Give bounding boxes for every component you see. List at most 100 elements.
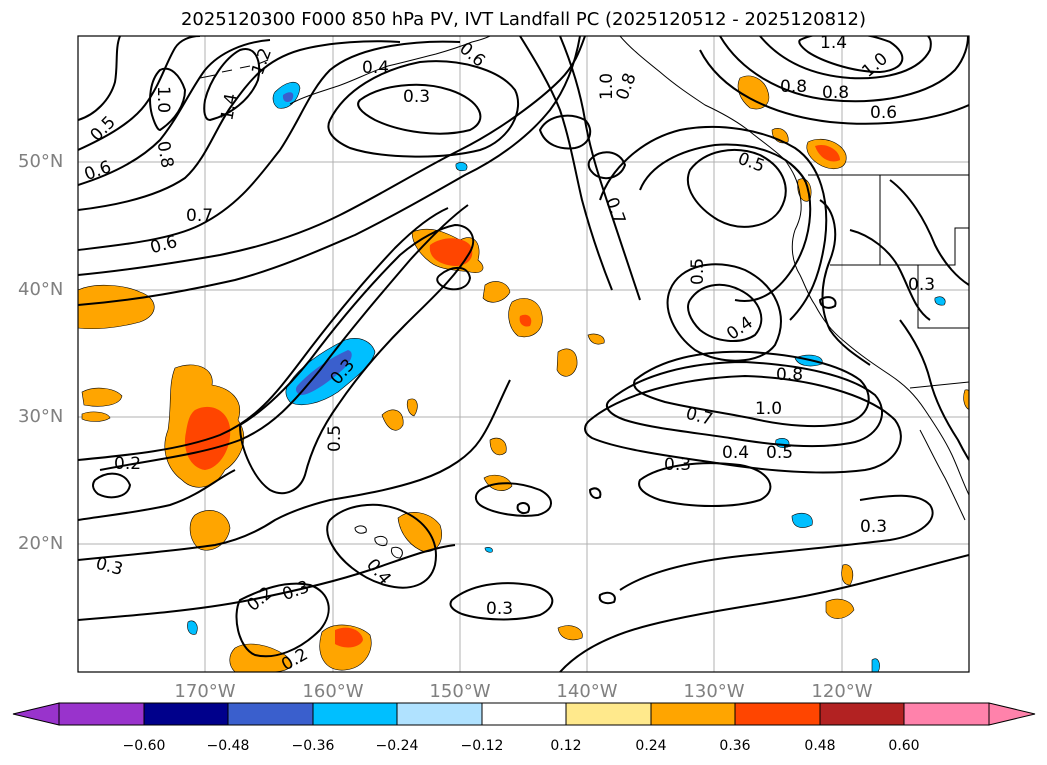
- contour-jet-1: [78, 36, 586, 276]
- contour-label: 1.4: [217, 92, 241, 122]
- contour-jet-2: [78, 36, 581, 306]
- lon-label-140w: 140°W: [556, 681, 618, 702]
- contour-southeast-3: [638, 462, 772, 507]
- contour-south-5: [474, 482, 552, 517]
- contour-west-small-2: [436, 266, 472, 291]
- contour-label: 1.0: [153, 86, 173, 113]
- contour-offshore-1: [687, 149, 787, 228]
- colorbar-extend-high: [988, 702, 1036, 726]
- fill-central-e: [587, 333, 605, 345]
- contour-northeast-2: [719, 36, 969, 103]
- colorbar-tick-label: 0.12: [550, 738, 582, 754]
- fill-socal: [963, 389, 969, 410]
- coast-hawaii-1: [354, 525, 367, 534]
- contour-north-arc-1: [559, 36, 641, 301]
- colorbar-tick-label: 0.24: [635, 738, 667, 754]
- fill-neg-small1: [455, 162, 468, 172]
- fill-west-tiny: [81, 411, 111, 422]
- contour-label: 0.4: [362, 58, 389, 78]
- contour-central-ridge: [99, 204, 469, 471]
- fill-south-c-core: [335, 627, 363, 648]
- colorbar-bin: [481, 702, 567, 726]
- fill-mid-c: [406, 398, 418, 417]
- colorbar-tick-label: 0.36: [719, 738, 751, 754]
- contour-ar-core-2: [606, 360, 884, 448]
- contour-gulf-0.3: [357, 83, 482, 135]
- contour-aleutian-5: [78, 36, 121, 121]
- contour-west-small-1: [92, 472, 132, 499]
- fill-central-d: [556, 348, 578, 377]
- contour-subtropical-1: [78, 469, 236, 521]
- contour-gulf-0.6: [327, 60, 520, 158]
- contour-southeast-2: [619, 494, 934, 591]
- contour-label: 0.6: [148, 232, 179, 258]
- fill-south-a: [189, 510, 231, 551]
- lat-label-20n: 20°N: [18, 533, 64, 554]
- colorbar-tick-label: −0.48: [206, 738, 250, 754]
- lon-label-150w: 150°W: [429, 681, 491, 702]
- lon-label-120w: 120°W: [811, 681, 873, 702]
- colorbar-bin: [58, 702, 145, 726]
- fill-bc-coast-core: [815, 144, 840, 162]
- colorbar-bin: [396, 702, 483, 726]
- contour-label: 0.7: [186, 206, 213, 226]
- contour-low-pressure: [687, 283, 763, 342]
- contour-label: 0.2: [114, 454, 141, 474]
- contour-north-small-a: [538, 114, 592, 150]
- contour-label: 0.3: [908, 275, 935, 295]
- contour-central-ridge-2: [78, 207, 449, 461]
- colorbar-tick-label: −0.12: [460, 738, 504, 754]
- border-state-2: [830, 227, 969, 266]
- coast-hawaii-3: [391, 546, 403, 559]
- fill-baja-b: [825, 598, 855, 619]
- fill-mid-a: [397, 512, 442, 553]
- contour-label: 1.0: [597, 73, 617, 100]
- colorbar-bin: [650, 702, 736, 726]
- contour-south-3: [326, 503, 437, 589]
- contour-label: 0.3: [860, 517, 887, 537]
- border-state-3: [917, 265, 969, 329]
- contour-ar-core-1: [633, 350, 870, 428]
- fill-neg-central-core: [295, 350, 352, 396]
- lon-label-130w: 130°W: [683, 681, 745, 702]
- contour-small-loop-2: [516, 502, 530, 515]
- contour-label: 0.6: [870, 103, 897, 123]
- fill-central-c-core: [519, 314, 532, 327]
- fill-south-central: [557, 625, 583, 641]
- pv-fill-positive: [78, 75, 969, 672]
- colorbar: [12, 702, 1036, 726]
- contour-label: 0.3: [403, 87, 430, 107]
- contour-label: 0.8: [153, 140, 177, 170]
- coast-baja: [919, 429, 966, 521]
- contour-aleutian-6: [149, 67, 187, 132]
- fill-baja-a: [841, 564, 854, 586]
- gridlines: [78, 36, 969, 672]
- contour-low-pressure-2: [666, 263, 782, 362]
- colorbar-tick-label: −0.24: [375, 738, 419, 754]
- lon-label-170w: 170°W: [174, 681, 236, 702]
- colorbar-bin: [227, 702, 314, 726]
- contour-label: 0.8: [822, 83, 849, 103]
- contour-northeast-1: [759, 36, 932, 80]
- contour-gulf-east: [587, 151, 627, 180]
- contour-small-loop-3: [598, 591, 616, 605]
- contour-coast-3: [889, 179, 969, 286]
- contour-label: 0.5: [87, 112, 120, 145]
- fill-mid-b: [381, 409, 404, 431]
- fill-neg-small5: [187, 620, 198, 635]
- fill-central-f: [489, 437, 507, 456]
- colorbar-bin: [734, 702, 821, 726]
- fill-central-north-core: [429, 238, 473, 266]
- lat-label-40n: 40°N: [18, 279, 64, 300]
- colorbar-tick-label: 0.48: [804, 738, 836, 754]
- colorbar-bin: [312, 702, 398, 726]
- contour-label: 0.4: [723, 313, 757, 345]
- fill-neg-small7: [934, 296, 946, 306]
- contour-label: 0.5: [766, 443, 793, 463]
- contour-label: 0.8: [776, 365, 803, 385]
- contour-label: 0.7: [601, 195, 629, 227]
- coast-us-west: [791, 229, 969, 496]
- contour-south-1: [78, 544, 456, 621]
- colorbar-tick-label: −0.60: [122, 738, 166, 754]
- contour-label: 0.7: [684, 404, 715, 430]
